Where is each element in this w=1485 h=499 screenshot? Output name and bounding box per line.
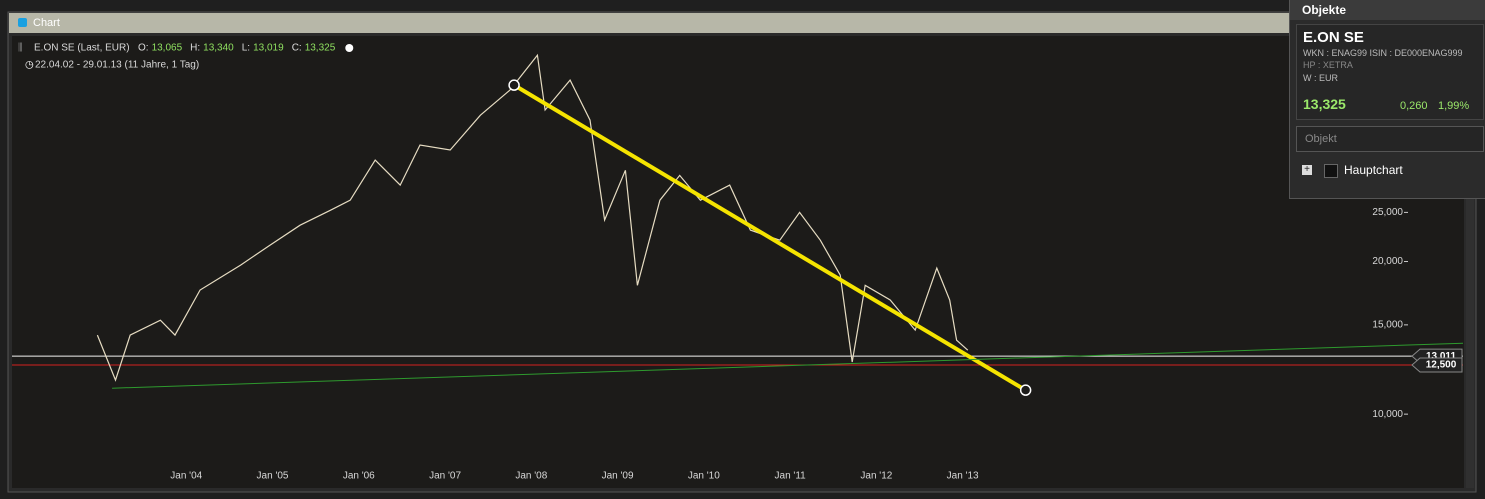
x-tick-label: Jan '11 — [775, 471, 807, 482]
legend-settings — [345, 44, 354, 52]
ohlc-label: O: — [138, 43, 149, 54]
ohlc-value: 13,065 — [152, 43, 183, 54]
plot-area — [12, 36, 1464, 488]
title-bar — [9, 13, 1475, 33]
clock-icon: ◷ — [25, 60, 34, 71]
window-icon[interactable] — [18, 18, 27, 27]
ohlc-value: 13,340 — [203, 43, 234, 54]
price-line — [96, 53, 969, 382]
x-tick-label: Jan '07 — [429, 471, 461, 482]
indicator-icon: ⫼ — [18, 43, 23, 54]
y-tick-label: 25,000 — [1372, 207, 1403, 218]
ohlc-value: 13,019 — [253, 43, 284, 54]
trendline — [112, 342, 1464, 389]
panel-title: Objekte — [1290, 0, 1485, 20]
ohlc-value: 13,325 — [305, 43, 336, 54]
trendline-handle — [508, 79, 520, 91]
x-tick-label: Jan '05 — [257, 471, 289, 482]
level-label: 12,500 — [1426, 360, 1457, 371]
ohlc-label: C: — [292, 43, 302, 54]
exchange[interactable]: HP : XETRA — [1303, 60, 1353, 70]
objects-panel: Objekte E.ON SE WKN : ENAG99 ISIN : DE00… — [1289, 0, 1485, 199]
level-label: 13,011 — [1426, 351, 1456, 362]
y-tick-label: 20,000 — [1372, 256, 1403, 267]
change: 0,260 — [1400, 100, 1428, 112]
ids: WKN : ENAG99 ISIN : DE000ENAG999 — [1303, 48, 1463, 58]
chart-icon — [1324, 164, 1338, 178]
y-tick-label: 15,000 — [1372, 320, 1403, 331]
ohlc-label: H: — [190, 43, 200, 54]
y-tick-label: 10,000 — [1372, 409, 1403, 420]
expand[interactable]: + — [1302, 165, 1312, 175]
x-tick-label: Jan '06 — [343, 471, 375, 482]
price: 13,325 — [1303, 96, 1346, 112]
ohlc-label: L: — [242, 43, 250, 54]
trendline — [513, 83, 1027, 392]
x-tick-label: Jan '12 — [860, 471, 892, 482]
x-tick-label: Jan '04 — [170, 471, 202, 482]
x-tick-label: Jan '09 — [602, 471, 634, 482]
level-tag — [1411, 357, 1463, 373]
instrument: E.ON SE (Last, EUR) — [34, 43, 130, 54]
change-pct: 1,99% — [1438, 100, 1470, 112]
currency: W : EUR — [1303, 73, 1338, 83]
name: E.ON SE — [1303, 29, 1364, 46]
window-title: Chart — [33, 17, 60, 29]
x-tick-label: Jan '13 — [947, 471, 979, 482]
search[interactable]: Objekt — [1296, 126, 1484, 152]
quote-box: E.ON SE WKN : ENAG99 ISIN : DE000ENAG999… — [1296, 24, 1484, 120]
trendline-handle — [1019, 384, 1032, 396]
range: 22.04.02 - 29.01.13 (11 Jahre, 1 Tag) — [35, 60, 199, 71]
scrollbar[interactable] — [1466, 36, 1474, 488]
main-chart[interactable]: Hauptchart — [1344, 163, 1403, 177]
x-tick-label: Jan '10 — [688, 471, 720, 482]
x-tick-label: Jan '08 — [515, 471, 547, 482]
